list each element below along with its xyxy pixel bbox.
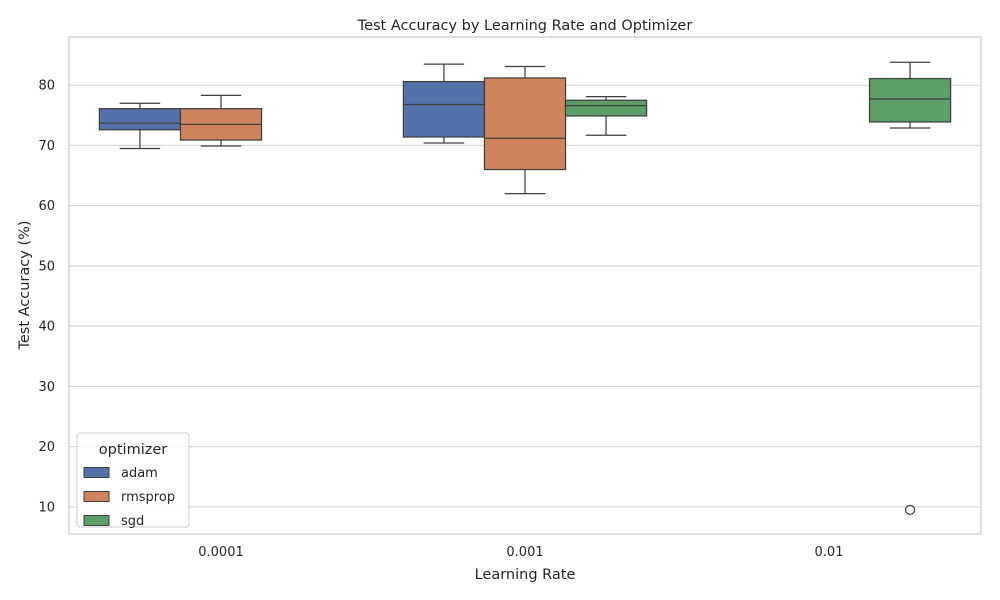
y-tick-label: 80	[38, 79, 55, 94]
y-axis-label: Test Accuracy (%)	[17, 220, 33, 350]
x-tick-label: 0.0001	[198, 545, 244, 560]
boxes	[98, 61, 952, 516]
x-tick-label: 0.01	[815, 545, 844, 560]
y-tick-label: 40	[38, 320, 55, 335]
x-axis-label: Learning Rate	[475, 567, 576, 583]
legend-swatch-rmsprop	[83, 491, 110, 502]
legend-label-sgd: sgd	[121, 514, 144, 529]
y-tick-label: 50	[38, 259, 55, 274]
outlier-point	[904, 504, 916, 516]
x-tick-label: 0.001	[506, 545, 543, 560]
y-tick-label: 60	[38, 199, 55, 214]
box-sgd-0.01	[868, 61, 952, 516]
box-adam-0.0001	[98, 102, 182, 150]
legend-frame	[76, 432, 190, 528]
box-rmsprop-0.0001	[179, 94, 263, 147]
legend: optimizer adam rmsprop sgd	[76, 432, 190, 529]
legend-label-rmsprop: rmsprop	[121, 490, 175, 505]
legend-title: optimizer	[99, 442, 167, 458]
box-adam-0.001	[402, 63, 486, 144]
box-iqr	[868, 77, 952, 123]
legend-swatch-adam	[83, 467, 110, 478]
y-tick-label: 70	[38, 139, 55, 154]
box-iqr	[483, 77, 567, 171]
chart-title: Test Accuracy by Learning Rate and Optim…	[357, 18, 693, 34]
y-tick-label: 10	[38, 500, 55, 515]
plot-frame	[68, 36, 982, 535]
box-rmsprop-0.001	[483, 65, 567, 195]
legend-label-adam: adam	[121, 466, 158, 481]
y-tick-label: 20	[38, 440, 55, 455]
box-sgd-0.001	[564, 96, 648, 136]
box-iqr	[402, 80, 486, 138]
y-tick-label: 30	[38, 380, 55, 395]
box-iqr	[564, 99, 648, 117]
legend-swatch-sgd	[83, 515, 110, 526]
y-tick-labels: 10 20 30 40 50 60 70 80	[38, 79, 55, 516]
box-iqr	[98, 108, 182, 131]
x-tick-labels: 0.0001 0.001 0.01	[198, 545, 843, 560]
